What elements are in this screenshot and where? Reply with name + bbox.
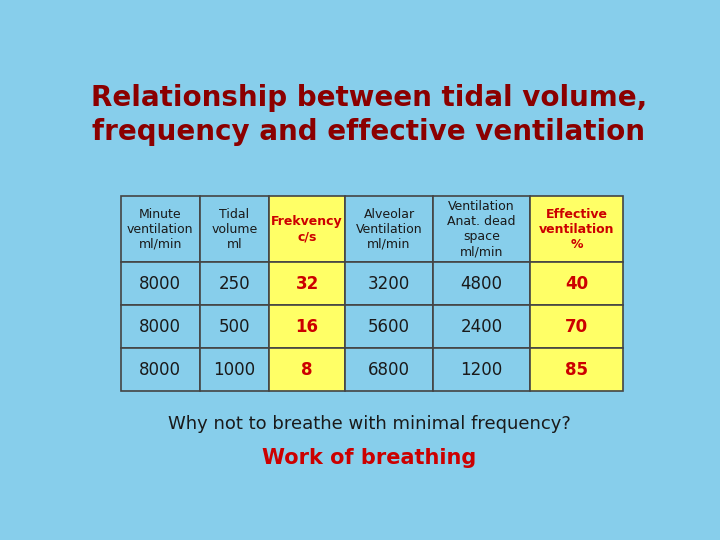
Bar <box>346 262 433 305</box>
Bar <box>346 196 433 262</box>
Text: 1200: 1200 <box>460 361 503 379</box>
Bar <box>433 196 531 262</box>
Text: Relationship between tidal volume,
frequency and effective ventilation: Relationship between tidal volume, frequ… <box>91 84 647 146</box>
Text: 70: 70 <box>565 318 588 336</box>
Text: 8000: 8000 <box>140 318 181 336</box>
Text: 1000: 1000 <box>213 361 256 379</box>
Text: 8000: 8000 <box>140 275 181 293</box>
Text: Alveolar
Ventilation
ml/min: Alveolar Ventilation ml/min <box>356 207 423 251</box>
Bar <box>531 305 623 348</box>
Bar <box>200 196 269 262</box>
Bar <box>346 348 433 391</box>
Bar <box>121 305 200 348</box>
Bar <box>346 305 433 348</box>
Text: 32: 32 <box>295 275 319 293</box>
Text: 5600: 5600 <box>368 318 410 336</box>
Bar <box>269 196 346 262</box>
Text: Effective
ventilation
%: Effective ventilation % <box>539 207 614 251</box>
Bar <box>433 262 531 305</box>
Bar <box>433 348 531 391</box>
Text: Why not to breathe with minimal frequency?: Why not to breathe with minimal frequenc… <box>168 415 570 434</box>
Text: 6800: 6800 <box>368 361 410 379</box>
Text: Ventilation
Anat. dead
space
ml/min: Ventilation Anat. dead space ml/min <box>447 200 516 258</box>
Bar <box>121 348 200 391</box>
Bar <box>531 196 623 262</box>
Text: 2400: 2400 <box>460 318 503 336</box>
Text: 40: 40 <box>565 275 588 293</box>
Bar <box>121 196 200 262</box>
Bar <box>200 262 269 305</box>
Bar <box>200 305 269 348</box>
Text: Work of breathing: Work of breathing <box>262 448 476 468</box>
Text: 500: 500 <box>219 318 250 336</box>
Text: 8000: 8000 <box>140 361 181 379</box>
Text: 250: 250 <box>219 275 250 293</box>
Text: 85: 85 <box>565 361 588 379</box>
Bar <box>121 262 200 305</box>
Text: Frekvency
c/s: Frekvency c/s <box>271 215 343 243</box>
Bar <box>269 348 346 391</box>
Text: 3200: 3200 <box>368 275 410 293</box>
Text: Tidal
volume
ml: Tidal volume ml <box>211 207 258 251</box>
Text: Minute
ventilation
ml/min: Minute ventilation ml/min <box>127 207 194 251</box>
Text: 8: 8 <box>301 361 312 379</box>
Bar <box>200 348 269 391</box>
Bar <box>269 305 346 348</box>
Bar <box>531 348 623 391</box>
Text: 16: 16 <box>295 318 318 336</box>
Bar <box>433 305 531 348</box>
Bar <box>269 262 346 305</box>
Bar <box>531 262 623 305</box>
Text: 4800: 4800 <box>461 275 503 293</box>
